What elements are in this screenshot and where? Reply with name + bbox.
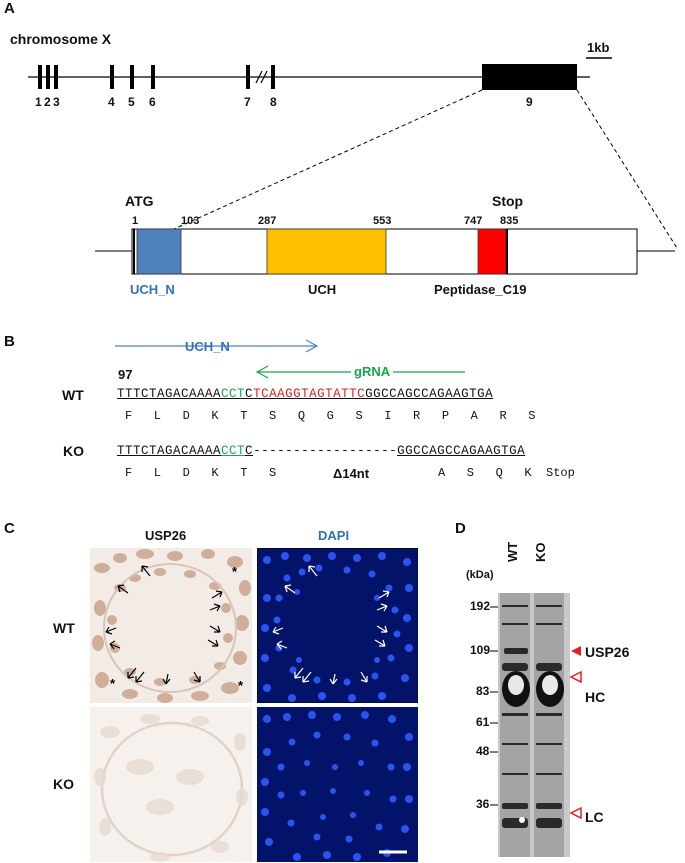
exon-number: 9	[526, 95, 533, 109]
ko-row-label: KO	[53, 776, 74, 792]
domain-label-uch-n: UCH_N	[130, 282, 175, 297]
panel-letter-d: D	[455, 520, 466, 537]
lc-band-label: LC	[585, 809, 604, 825]
exon-number: 1	[35, 95, 42, 109]
chromosome-label: chromosome X	[10, 31, 112, 47]
wt-sequence: TTTCTAGACAAAACCTCTCAAGGTAGTATTCGGCCAGCCA…	[117, 387, 494, 401]
ko-amino-acids-after: A S Q K Stop	[438, 466, 575, 480]
wt-amino-acids: F L D K T S Q G S I R P A R S	[125, 409, 536, 423]
usp26-band-wt	[504, 648, 528, 654]
wt-dapi-micrograph	[257, 548, 418, 703]
marker-61: 61	[476, 715, 490, 729]
position-label: 103	[181, 215, 200, 227]
exon-6	[151, 65, 155, 89]
exon-number: 2	[44, 95, 51, 109]
lc-arrow-icon	[569, 806, 582, 820]
exon-number: 4	[108, 95, 115, 109]
exon-9	[482, 64, 577, 90]
kda-label: (kDa)	[466, 569, 494, 581]
domain-peptidase-c19	[477, 228, 507, 275]
usp26-band-label: USP26	[585, 644, 630, 660]
exon-number: 6	[149, 95, 156, 109]
position-label: 835	[500, 215, 519, 227]
ko-usp26-micrograph	[90, 707, 252, 862]
domain-label-peptidase: Peptidase_C19	[434, 282, 527, 297]
break-mark	[255, 70, 263, 84]
exon-number: 8	[270, 95, 277, 109]
position-label: 1	[132, 215, 139, 227]
wt-usp26-micrograph: * * *	[90, 548, 252, 703]
exon-1	[38, 65, 42, 89]
ko-label: KO	[63, 443, 84, 459]
lane-label-wt: WT	[505, 541, 520, 562]
stop-label: Stop	[492, 193, 524, 209]
uch-n-label: UCH_N	[185, 339, 230, 354]
marker-48: 48	[476, 744, 490, 758]
exon-3	[54, 65, 58, 89]
exon-number: 3	[53, 95, 60, 109]
ko-amino-acids: F L D K T S	[125, 466, 277, 480]
break-mark	[260, 70, 268, 84]
panel-letter-a: A	[4, 0, 15, 17]
marker-109: 109	[470, 643, 491, 657]
svg-text:*: *	[232, 564, 238, 579]
wt-label: WT	[62, 387, 84, 403]
domain-label-uch: UCH	[308, 282, 337, 297]
western-blot	[498, 593, 570, 857]
position-label: 287	[258, 215, 277, 227]
position-label: 553	[373, 215, 392, 227]
marker-192: 192	[470, 599, 491, 613]
hc-band-label: HC	[585, 689, 606, 705]
usp26-column-label: USP26	[145, 528, 187, 543]
domain-uch-n	[136, 228, 182, 275]
panel-letter-c: C	[4, 520, 15, 537]
deletion-label: Δ14nt	[333, 466, 370, 481]
exon-5	[130, 65, 134, 89]
position-97: 97	[118, 367, 133, 382]
band-arrows	[569, 646, 582, 820]
marker-83: 83	[476, 684, 490, 698]
ko-dapi-micrograph	[257, 707, 418, 862]
svg-text:*: *	[110, 676, 116, 691]
exon-7	[246, 65, 250, 89]
hc-arrow-icon	[569, 670, 582, 684]
exon-8	[271, 65, 275, 89]
grna-label: gRNA	[351, 364, 394, 379]
exon-number: 5	[128, 95, 135, 109]
exon-4	[110, 65, 114, 89]
scale-bar-label: 1kb	[587, 40, 610, 55]
zoom-line-left	[131, 89, 483, 249]
atg-label: ATG	[125, 193, 154, 209]
gene-structure-diagram	[28, 57, 678, 275]
usp26-arrow-icon	[571, 646, 581, 656]
zoom-line-right	[576, 89, 678, 249]
marker-ticks	[490, 606, 498, 806]
dapi-column-label: DAPI	[318, 528, 350, 543]
lane-label-ko: KO	[533, 542, 548, 563]
exon-number: 7	[244, 95, 251, 109]
uch-n-arrowhead	[305, 339, 319, 353]
wt-row-label: WT	[53, 620, 75, 636]
marker-36: 36	[476, 797, 490, 811]
svg-text:*: *	[238, 678, 244, 693]
position-label: 747	[464, 215, 483, 227]
panel-letter-b: B	[4, 333, 15, 350]
guide-arrows	[115, 339, 465, 379]
domain-uch	[266, 228, 387, 275]
grna-arrowhead	[255, 365, 269, 379]
exon-2	[46, 65, 50, 89]
ko-sequence: TTTCTAGACAAAACCTC------------------GGCCA…	[117, 444, 526, 458]
